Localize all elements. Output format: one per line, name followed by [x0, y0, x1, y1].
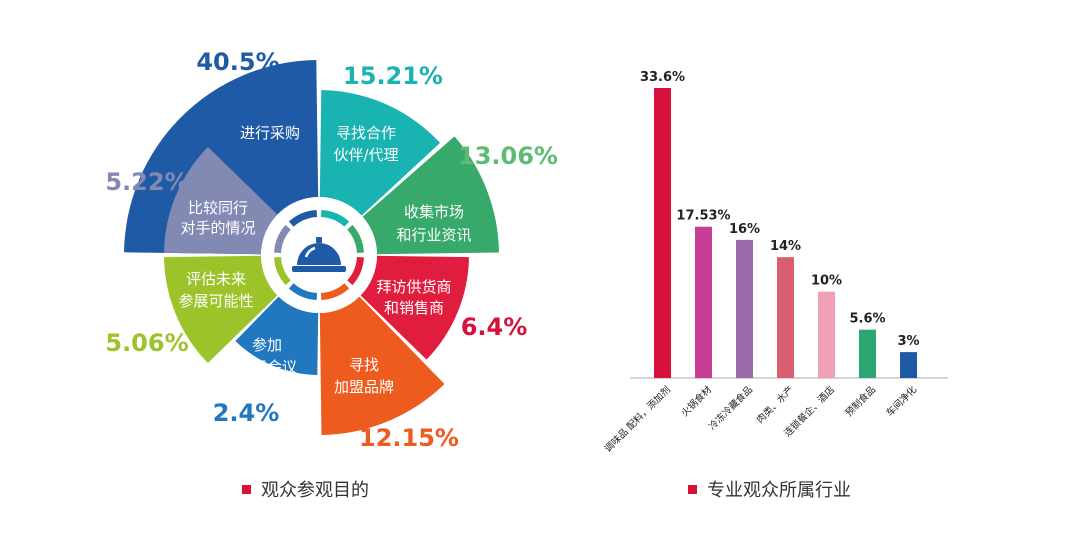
legend-marker [688, 484, 697, 494]
slice-percent-label: 12.15% [359, 424, 459, 452]
bar-value-label: 5.6% [849, 312, 885, 327]
slice-label: 收集市场 [404, 203, 464, 221]
pie-slice-6 [164, 255, 278, 364]
slice-percent-label: 5.22% [105, 168, 188, 196]
center-ring-segment [347, 256, 364, 286]
bar-value-label: 33.6% [640, 70, 685, 85]
pie-slice-4 [319, 296, 445, 435]
slice-label: 对手的情况 [180, 219, 255, 237]
legend-marker [242, 484, 251, 494]
bar-6 [900, 352, 917, 378]
slice-percent-label: 5.06% [105, 329, 188, 357]
slice-label: 寻找合作 [336, 124, 396, 142]
slice-label: 拜访供货商 [376, 278, 451, 296]
bar-5 [859, 329, 876, 378]
pie-slice-3 [360, 255, 469, 360]
bar-0 [654, 88, 671, 378]
pie-legend: 观众参观目的 [242, 476, 369, 502]
bar-category-label: 火锅食材 [679, 383, 715, 419]
center-ring-segment [320, 210, 350, 227]
slice-label: 参展可能性 [178, 292, 253, 310]
slice-label: 伙伴/代理 [333, 146, 398, 164]
industry-bar-chart: 33.6% 调味品 配料，添加剂 17.53% 火锅食材 16% 冷冻冷藏食品 14% 肉类、… [602, 70, 948, 455]
center-ring-segment [288, 210, 318, 227]
bar-3 [777, 257, 794, 378]
slice-label: 评估未来 [186, 270, 246, 288]
slice-percent-label: 40.5% [196, 48, 279, 76]
slice-percent-label: 2.4% [213, 399, 280, 427]
slice-percent-label: 13.06% [458, 142, 558, 170]
slice-label: 比较同行 [188, 199, 248, 217]
bar-category-label: 冷冻冷藏食品 [706, 384, 755, 433]
bar-1 [695, 226, 712, 378]
bar-category-label: 肉类、水产 [754, 384, 796, 426]
center-ring-segment [274, 224, 291, 254]
pie-slice-2 [362, 136, 499, 255]
center-ring-segment [274, 256, 291, 286]
center-ring-segment [288, 283, 318, 300]
slice-label: 和销售商 [384, 299, 444, 317]
center-ring-segment [347, 224, 364, 254]
slice-label: 参加 [252, 336, 282, 354]
pie-legend-label: 观众参观目的 [261, 480, 369, 501]
bar-value-label: 17.53% [676, 209, 730, 224]
slice-label: 加盟品牌 [334, 378, 394, 396]
slice-percent-label: 6.4% [461, 313, 528, 341]
bar-2 [736, 239, 753, 378]
bar-category-label: 调味品 配料，添加剂 [602, 384, 673, 455]
pie-slice-1 [319, 90, 441, 216]
bar-value-label: 16% [729, 222, 760, 237]
bar-legend-label: 专业观众所属行业 [707, 480, 851, 501]
bar-4 [818, 291, 835, 378]
slice-label: 论坛会议 [237, 358, 297, 376]
bar-category-label: 预制食品 [843, 384, 878, 419]
pie-slice-7 [164, 146, 278, 255]
bar-value-label: 14% [770, 239, 801, 254]
bar-category-label: 车间净化 [884, 383, 920, 419]
bar-legend: 专业观众所属行业 [688, 476, 851, 502]
slice-percent-label: 15.21% [343, 62, 443, 90]
pie-slice-5 [235, 296, 319, 375]
bar-value-label: 10% [811, 274, 842, 289]
bar-value-label: 3% [897, 334, 919, 349]
slice-label: 寻找 [349, 356, 379, 374]
center-ring-segment [320, 283, 350, 300]
service-bell-icon [292, 237, 346, 272]
slice-label: 进行采购 [240, 124, 300, 142]
slice-label: 和行业资讯 [396, 226, 471, 244]
